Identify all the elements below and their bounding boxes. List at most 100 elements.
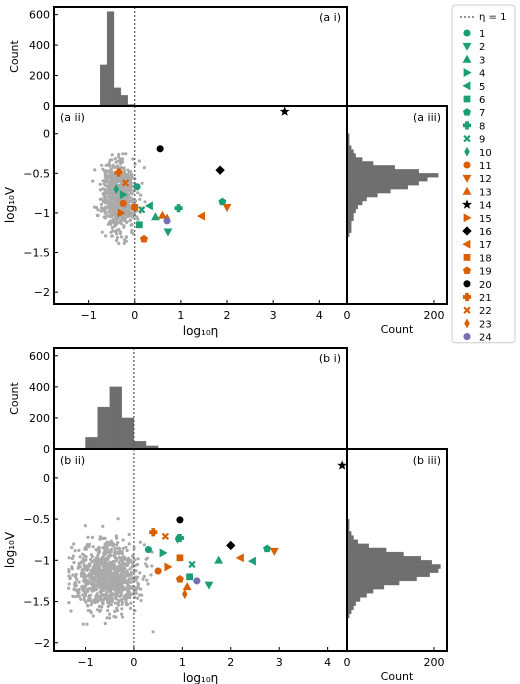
scatter-ytick-label-a-0: 0 [43,128,50,141]
cloud-point-a-661 [108,183,113,187]
cloud-point-b-874 [118,582,122,586]
cloud-point-a-228 [101,199,106,203]
cloud-point-b-572 [108,616,112,620]
marker-a-5 [144,201,153,211]
scatter-xlabel-a: log₁₀η [183,324,219,338]
cloud-point-a-524 [101,167,105,171]
cloud-point-b-522 [86,581,90,585]
cloud-point-b-628 [117,599,121,603]
cloud-point-b-883 [103,550,107,554]
cloud-point-a-613 [112,182,116,186]
cloud-point-b-880 [94,548,98,552]
cloud-point-b-338 [116,517,120,521]
cloud-point-b-816 [83,584,88,589]
cloud-point-a-408 [117,241,121,245]
marker-b-10 [174,533,181,544]
scatter-xtick-label-a-2: 2 [224,309,231,322]
cloud-point-b-899 [90,559,94,563]
cloud-point-b-792 [91,575,95,579]
side-hist-bar-b-10 [346,560,432,565]
cloud-point-a-641 [115,159,120,163]
cloud-point-b-733 [97,572,101,576]
cloud-point-b-510 [101,546,105,550]
cloud-point-b-782 [88,572,92,576]
legend-label-4: 4 [479,69,485,80]
scatter-ytick-label-b--1.5: −1.5 [23,596,50,609]
cloud-point-a-192 [96,208,100,212]
cloud-point-a-574 [130,184,134,189]
legend-label-1: 1 [479,29,485,40]
marker-a-15 [117,208,126,218]
cloud-point-b-882 [74,595,78,599]
marker-a-8 [174,204,183,213]
legend-marker-5 [462,81,471,91]
top-hist-ytick-label-a-0: 0 [43,100,50,113]
cloud-point-b-585 [112,586,117,590]
scatter-xtick-label-a-1: 1 [177,309,184,322]
cloud-point-b-742 [139,587,143,591]
cloud-point-a-229 [138,197,142,201]
cloud-point-b-420 [114,534,118,538]
side-hist-xtick-label-a-0: 0 [344,309,351,322]
marker-a-17 [197,211,206,221]
cloud-point-a-689 [109,167,113,171]
cloud-point-b-683 [106,604,110,609]
cloud-point-b-466 [117,561,121,565]
cloud-point-b-368 [120,615,125,619]
cloud-point-b-361 [145,564,149,569]
cloud-point-a-615 [118,157,122,161]
cloud-point-b-842 [126,591,130,595]
side-hist-bar-b-5 [346,539,359,544]
marker-a-24 [163,217,171,225]
cloud-point-b-699 [118,558,123,562]
cloud-point-b-876 [111,576,115,580]
cloud-point-b-865 [82,576,86,580]
cloud-point-b-587 [76,566,80,570]
cloud-point-b-450 [123,567,127,571]
cloud-point-b-616 [93,600,97,605]
cloud-point-b-822 [125,558,129,563]
cloud-point-a-1 [99,209,103,213]
top-hist-frame-a [53,6,348,107]
top-hist-bar-a-0 [99,64,108,107]
cloud-point-a-492 [129,211,133,215]
cloud-point-b-669 [84,600,88,604]
scatter-xtick-label-b--1: −1 [77,656,93,669]
scatter-markers-b [144,460,348,600]
cloud-point-a-493 [105,184,109,188]
scatter-markers-a [113,106,290,243]
side-hist-bar-a-18 [346,204,359,210]
side-hist-bar-b-9 [346,556,422,561]
legend-marker-17 [462,239,471,249]
side-hist-xtick-label-b-0: 0 [344,656,351,669]
legend-label-17: 17 [479,240,492,251]
side-hist-bar-b-19 [346,597,361,602]
side-hist-bar-a-15 [346,192,378,198]
cloud-point-b-836 [115,572,119,576]
side-hist-bar-b-14 [346,576,417,582]
cloud-point-b-444 [87,587,91,591]
top-hist-ytick-label-b-400: 400 [29,381,50,394]
side-hist-bar-b-16 [346,584,385,590]
side-hist-bar-a-11 [346,177,428,182]
cloud-point-b-644 [96,556,100,561]
cloud-point-b-169 [138,540,142,544]
cloud-point-b-115 [116,603,120,607]
cloud-point-b-472 [108,612,112,616]
legend-marker-8 [462,121,472,130]
cloud-point-b-503 [87,564,91,568]
marker-b-18 [176,554,184,562]
cloud-point-b-891 [99,586,103,590]
side-hist-bar-b-7 [346,547,387,553]
legend-markers [462,29,472,341]
cloud-point-b-490 [103,621,107,626]
marker-b-12 [269,547,279,556]
cloud-point-b-405 [138,571,142,575]
side-hist-bar-b-8 [346,551,404,557]
marker-b-1 [144,546,152,554]
cloud-point-a-691 [103,169,107,174]
cloud-point-b-759 [93,583,97,587]
marker-b-2 [204,581,214,590]
cloud-point-b-727 [139,599,143,603]
cloud-point-b-687 [89,593,93,597]
